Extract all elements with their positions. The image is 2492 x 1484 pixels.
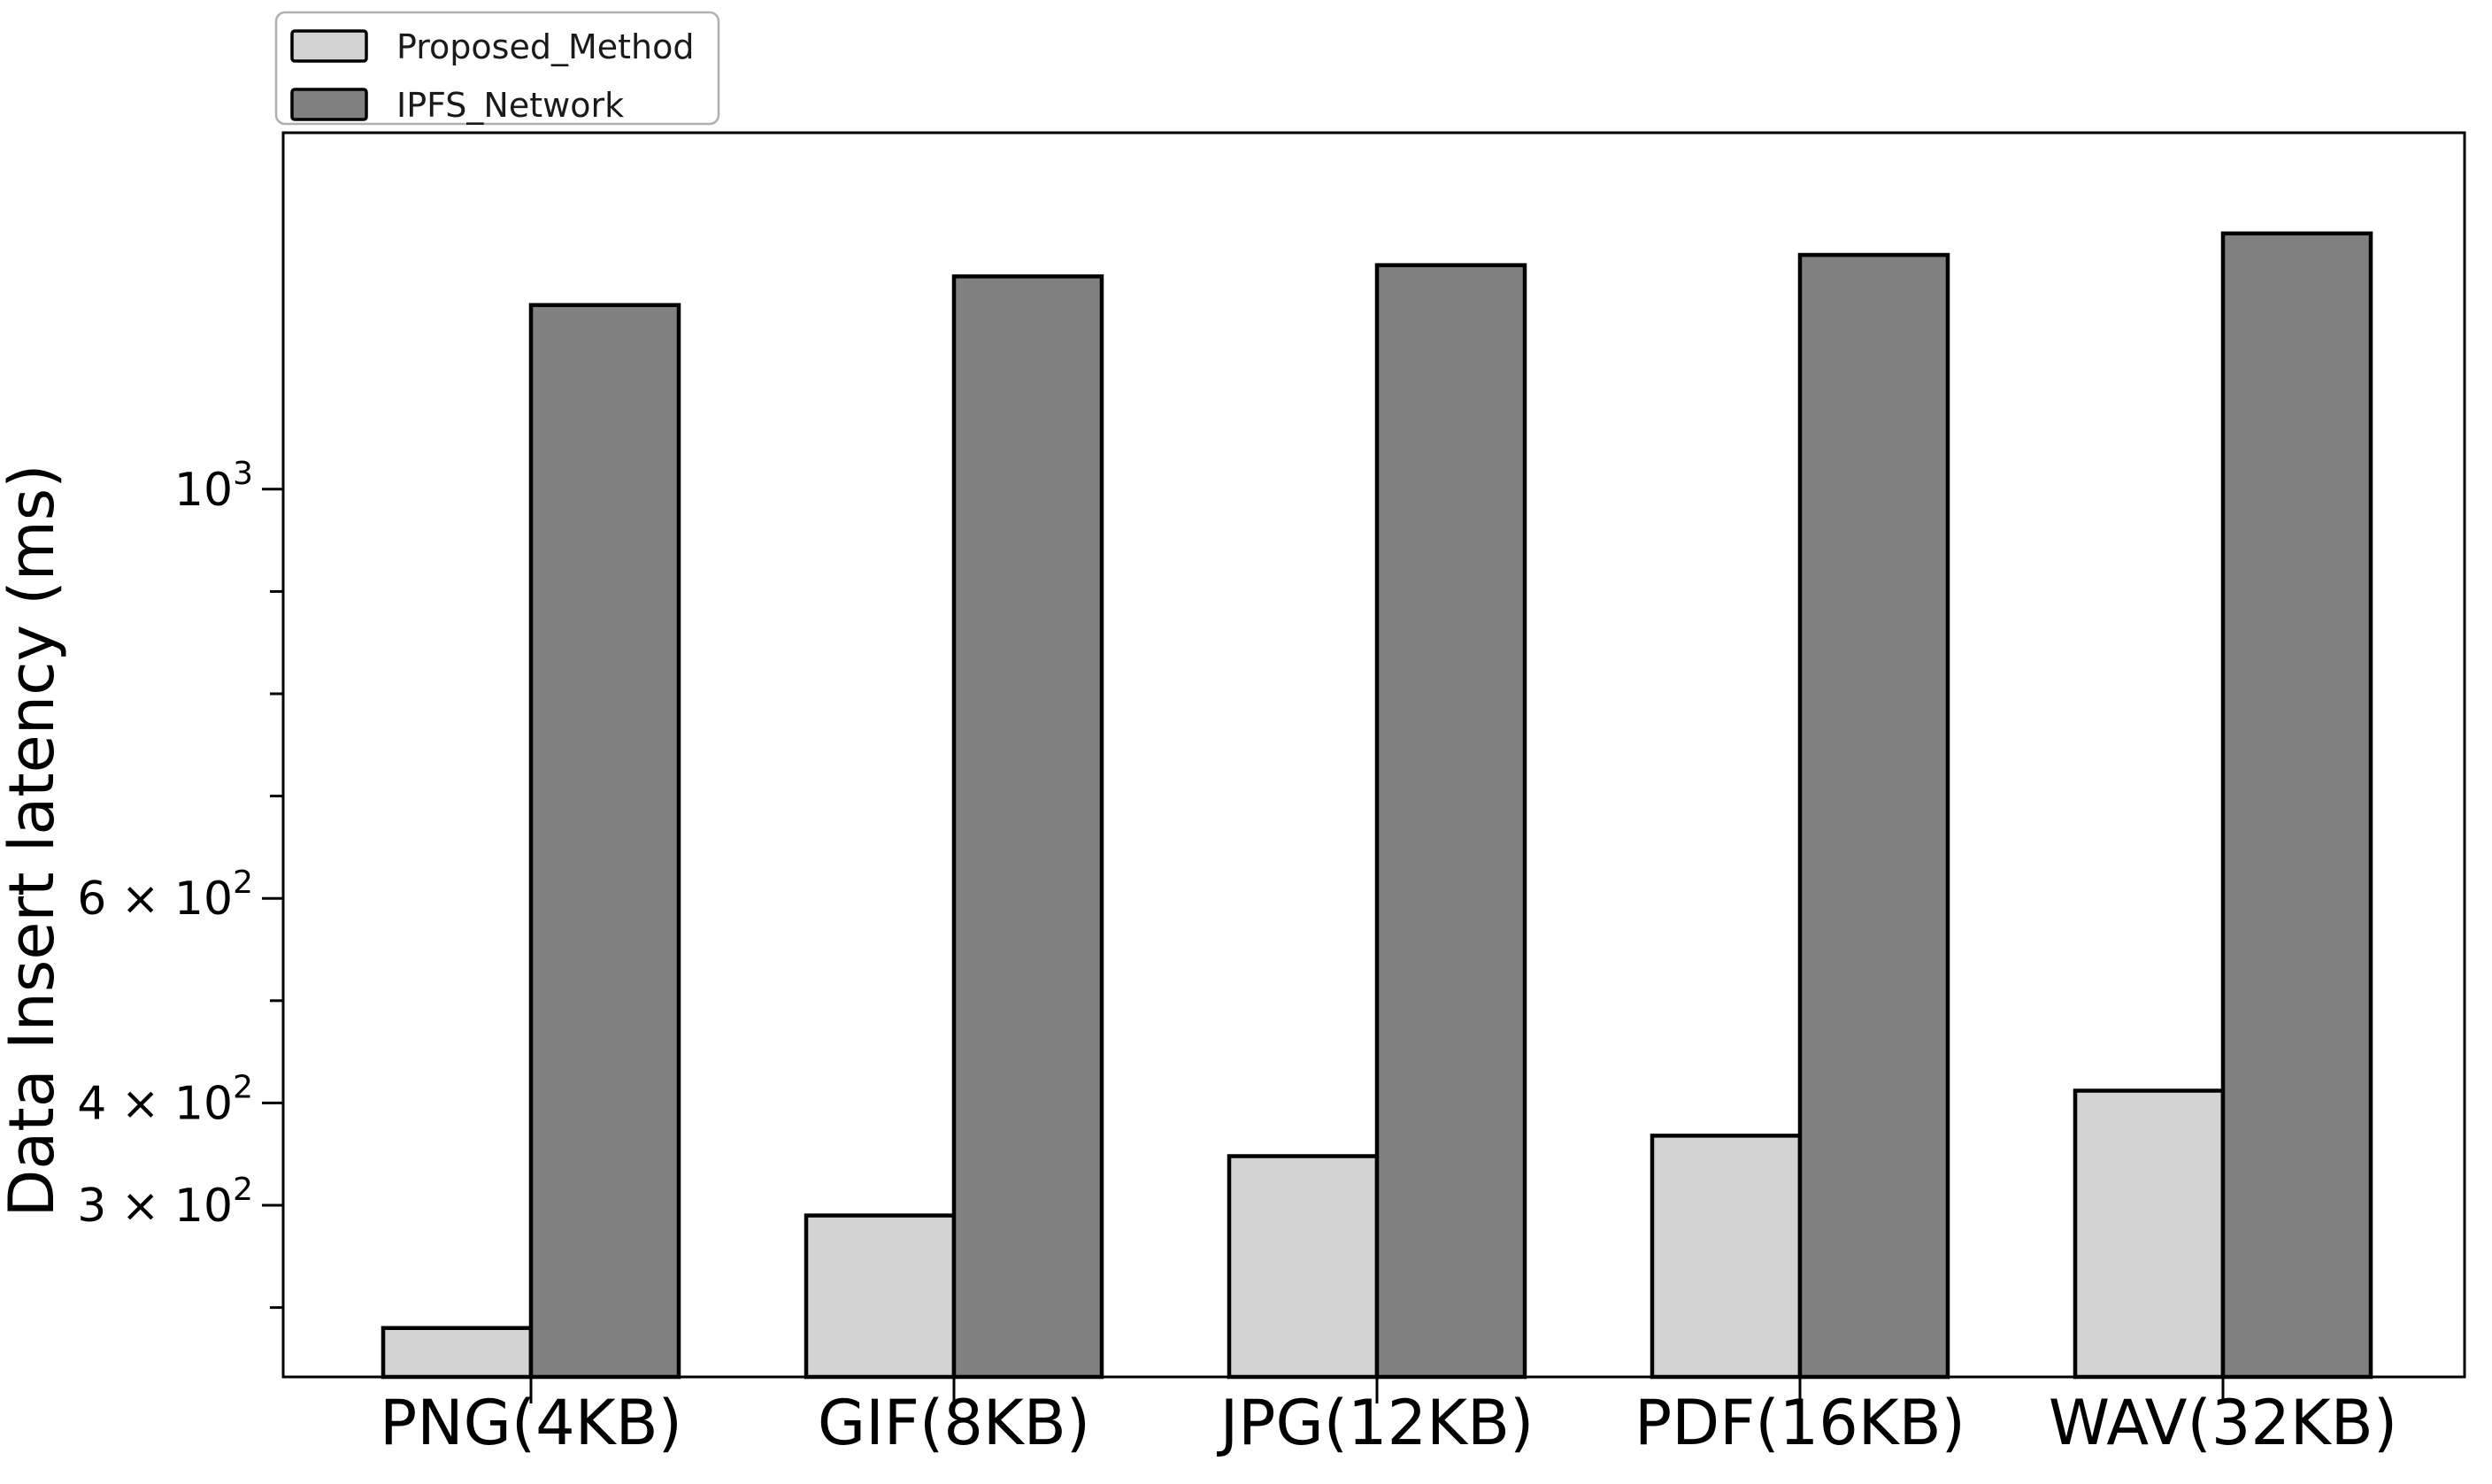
x-tick-label-jpg-12kb: JPG(12KB) (1217, 1387, 1534, 1459)
bar-proposed-method-wav-32kb (2073, 1088, 2226, 1380)
y-tick-label-300: 3 × 102 (77, 1172, 253, 1233)
bar-ipfs-network-jpg-12kb (1374, 263, 1527, 1380)
bar-proposed-method-gif-8kb (804, 1213, 957, 1380)
y-tick-label-400: 4 × 102 (77, 1069, 253, 1130)
legend-swatch-proposed-method (290, 29, 368, 63)
x-axis-ticks: PNG(4KB) GIF(8KB) JPG(12KB) PDF(16KB) WAV(32… (380, 1377, 2397, 1459)
legend-swatch-ipfs-network (290, 88, 368, 121)
y-tick-label-1000: 103 (174, 456, 253, 517)
x-tick-label-gif-8kb: GIF(8KB) (818, 1387, 1090, 1459)
bar-ipfs-network-gif-8kb (951, 274, 1104, 1380)
x-tick-label-pdf-16kb: PDF(16KB) (1634, 1387, 1965, 1459)
legend-label-proposed-method: Proposed_Method (396, 27, 694, 66)
y-tick-label-600: 6 × 102 (77, 865, 253, 926)
bar-proposed-method-pdf-16kb (1650, 1134, 1803, 1380)
bar-proposed-method-png-4kb (381, 1326, 534, 1380)
bar-ipfs-network-pdf-16kb (1797, 252, 1950, 1380)
y-axis-label: Data Insert latency (ms) (0, 464, 68, 1217)
y-axis-ticks: 103 6 × 102 4 × 102 3 × 102 (77, 456, 283, 1310)
legend: Proposed_Method IPFS_Network (274, 11, 720, 126)
axes-frame (281, 131, 2466, 1379)
legend-label-ipfs-network: IPFS_Network (396, 86, 624, 125)
bar-ipfs-network-wav-32kb (2220, 231, 2373, 1380)
bar-proposed-method-jpg-12kb (1227, 1154, 1380, 1380)
x-tick-label-png-4kb: PNG(4KB) (380, 1387, 682, 1459)
legend-frame (274, 11, 720, 126)
x-tick-label-wav-32kb: WAV(32KB) (2049, 1387, 2397, 1459)
bar-ipfs-network-png-4kb (528, 303, 681, 1380)
bars-layer (381, 231, 2373, 1380)
